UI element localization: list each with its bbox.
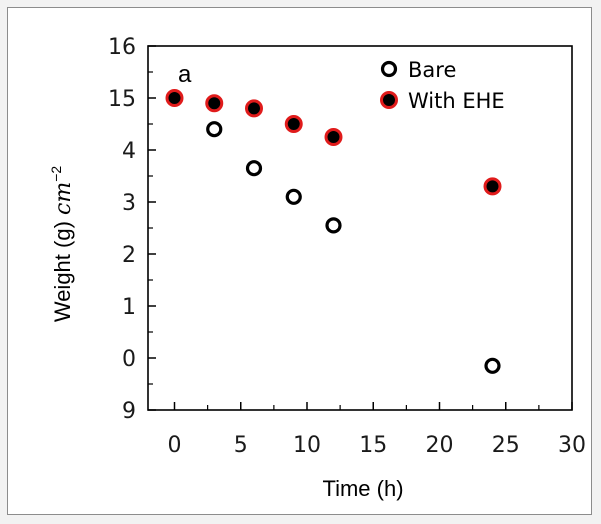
y-tick-label: 4 xyxy=(122,139,136,164)
data-point-with-ehe xyxy=(324,128,343,146)
legend: Bare With EHE xyxy=(380,58,505,113)
x-tick-label: 25 xyxy=(492,433,520,458)
data-point-with-ehe xyxy=(205,94,224,113)
data-point-bare xyxy=(245,160,263,177)
data-point-with-ehe xyxy=(165,89,184,107)
legend-marker-bare xyxy=(380,60,398,78)
ticks: 0 5 10 15 20 25 30 9 0 1 2 3 4 15 16 xyxy=(108,35,586,458)
data-point-bare xyxy=(325,217,342,234)
legend-label-bare: Bare xyxy=(408,58,456,82)
x-tick-label: 20 xyxy=(426,433,454,458)
data-point-bare xyxy=(285,188,302,205)
data-point-with-ehe xyxy=(483,177,502,196)
y-axis-label: Weight (g) cm−2 xyxy=(48,166,76,323)
y-axis-label-exponent: −2 xyxy=(48,166,64,182)
y-tick-label: 9 xyxy=(122,399,136,424)
y-axis-label-text: Weight (g) xyxy=(50,215,75,322)
y-tick-label: 3 xyxy=(122,191,136,216)
data-point-with-ehe xyxy=(245,99,263,118)
y-axis-label-unit: cm xyxy=(51,182,76,215)
x-tick-label: 15 xyxy=(359,433,387,458)
x-tick-label: 10 xyxy=(293,433,321,458)
data-points xyxy=(165,89,502,374)
data-point-bare xyxy=(484,357,501,374)
y-tick-label: 15 xyxy=(108,87,136,112)
data-point-bare xyxy=(206,121,223,138)
legend-label-with-ehe: With EHE xyxy=(408,89,505,113)
x-tick-label: 5 xyxy=(234,433,248,458)
x-axis-label: Time (h) xyxy=(322,476,403,501)
y-tick-label: 16 xyxy=(108,35,136,60)
data-point-with-ehe xyxy=(284,115,303,133)
y-tick-label: 1 xyxy=(122,295,136,320)
legend-marker-with-ehe xyxy=(380,91,398,109)
y-tick-label: 2 xyxy=(122,243,136,268)
y-tick-label: 0 xyxy=(122,347,136,372)
x-tick-label: 0 xyxy=(168,433,182,458)
x-tick-label: 30 xyxy=(558,433,586,458)
chart-frame xyxy=(7,7,592,515)
panel-label: a xyxy=(178,61,192,88)
